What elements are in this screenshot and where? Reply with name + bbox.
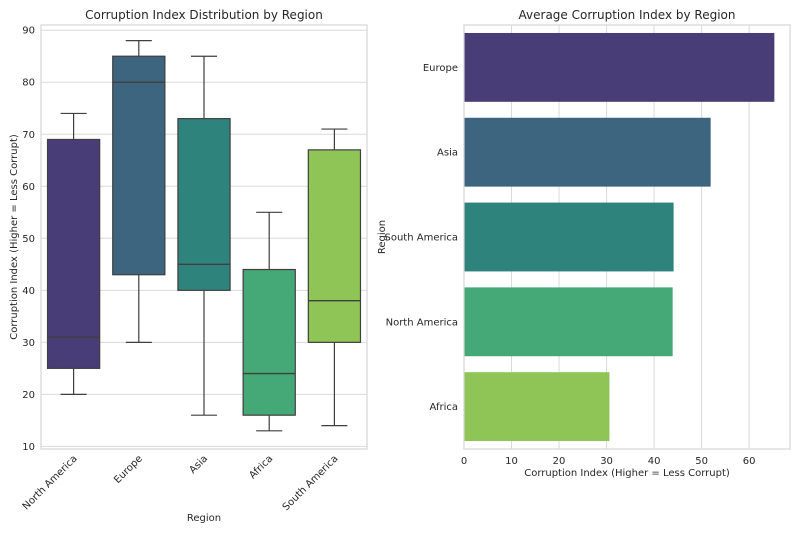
bar-chart-y-axis-label: Region (377, 220, 388, 254)
iqr-box (112, 55, 166, 276)
boxplot-x-axis-label: Region (187, 513, 221, 524)
boxplot-x-tick-label: North America (21, 453, 80, 512)
boxplot-x-tick-label: South America (281, 453, 341, 513)
bar-europe (463, 32, 775, 102)
boxplot-y-tick-label: 10 (22, 442, 35, 453)
boxplot-axes-frame (40, 24, 368, 450)
box-north-america (46, 112, 101, 395)
bar-chart-y-tick-label: North America (386, 317, 458, 328)
bar-chart-y-tick-label: Europe (423, 63, 458, 74)
bar-chart-title: Average Corruption Index by Region (519, 8, 736, 22)
bar-chart-x-tick-label: 20 (553, 456, 566, 467)
bar-chart-x-tick-label: 40 (648, 456, 661, 467)
boxplot-y-tick-label: 70 (22, 130, 35, 141)
boxplot-y-axis-label: Corruption Index (Higher = Less Corrupt) (9, 134, 20, 340)
bar-chart-x-tick-label: 30 (600, 456, 613, 467)
bar-chart-y-tick-label: South America (385, 233, 459, 244)
bar-chart-y-tick-label: Africa (429, 402, 458, 413)
box-asia (177, 55, 231, 416)
bar-chart-bars (463, 32, 775, 442)
boxplot-x-tick-labels: North America Europe Asia Africa South Ameri… (21, 453, 341, 513)
box-south-america (307, 128, 362, 427)
boxplot-chart: Corruption Index Distribution by Region … (9, 8, 368, 524)
bar-chart-x-tick-label: 0 (461, 456, 467, 467)
bar-chart-x-tick-label: 60 (743, 456, 756, 467)
boxplot-title: Corruption Index Distribution by Region (85, 8, 323, 22)
bar-asia (463, 117, 711, 187)
iqr-box (177, 118, 231, 291)
boxplot-y-tick-label: 20 (22, 390, 35, 401)
bar-chart-x-tick-label: 50 (695, 456, 708, 467)
boxplot-y-tick-label: 40 (22, 286, 35, 297)
box-africa (242, 211, 296, 432)
bar-chart-y-tick-label: Asia (437, 148, 458, 159)
boxplot-y-tick-labels: 10 20 30 40 50 60 70 80 90 (22, 26, 35, 453)
bar-south-america (463, 202, 674, 272)
bar-chart-y-tick-labels: Europe Asia South America North America Afri… (385, 63, 459, 413)
boxplot-x-tick-label: Europe (112, 453, 145, 486)
bar-chart-x-tick-labels: 0 10 20 30 40 50 60 (461, 456, 756, 467)
bar-north-america (463, 287, 673, 357)
boxplot-y-tick-label: 60 (22, 182, 35, 193)
boxplot-y-tick-label: 80 (22, 78, 35, 89)
boxplot-y-tick-label: 50 (22, 234, 35, 245)
boxplot-y-tick-label: 30 (22, 338, 35, 349)
boxplot-x-tick-label: Africa (247, 453, 275, 481)
bar-chart-x-axis-label: Corruption Index (Higher = Less Corrupt) (524, 468, 730, 479)
boxplot-x-tick-label: Asia (188, 453, 211, 476)
boxplot-boxes (46, 40, 362, 432)
bar-chart-x-tick-label: 10 (505, 456, 518, 467)
iqr-box (242, 268, 296, 416)
boxplot-y-tick-label: 90 (22, 26, 35, 37)
iqr-box (46, 138, 101, 369)
bar-africa (463, 372, 610, 442)
bar-chart: Average Corruption Index by Region 0 10 20… (377, 8, 791, 479)
bar-chart-axes-frame (463, 24, 791, 450)
box-europe (112, 40, 166, 343)
iqr-box (307, 149, 362, 343)
